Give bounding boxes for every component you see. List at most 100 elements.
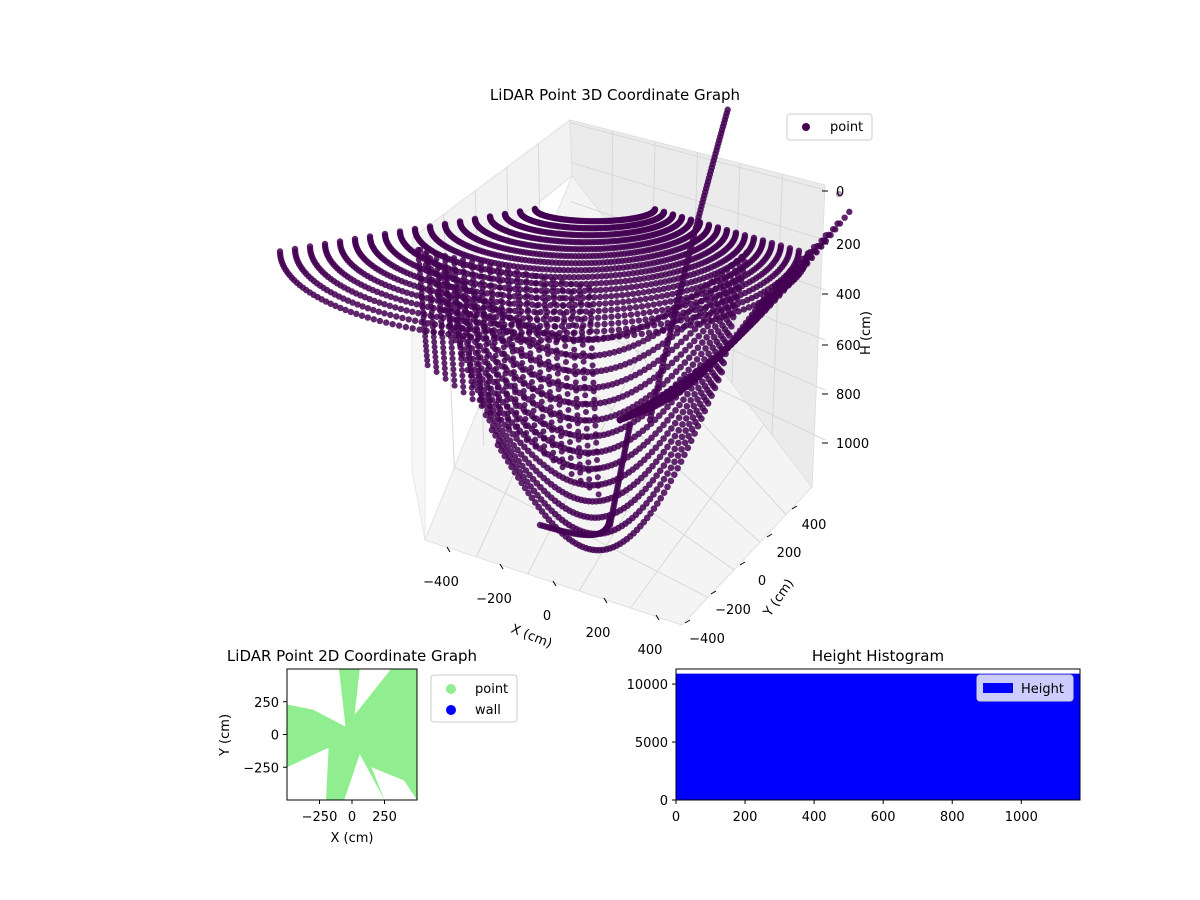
scan-point xyxy=(510,442,518,449)
scan-point xyxy=(432,349,438,355)
scan-point xyxy=(489,301,496,308)
scan-point xyxy=(421,328,428,335)
legend-hist-swatch xyxy=(983,683,1013,693)
scan-point xyxy=(498,304,505,311)
scan-point xyxy=(627,311,635,318)
scan-point xyxy=(534,310,540,316)
scan-point xyxy=(556,401,563,408)
scan-point xyxy=(504,410,511,417)
scan-point xyxy=(708,317,716,325)
scan-point xyxy=(552,316,558,322)
scan-point xyxy=(594,335,602,343)
scan-point xyxy=(562,343,569,349)
scan-point xyxy=(540,421,546,427)
scan-point xyxy=(559,456,566,463)
scan-point xyxy=(731,304,739,312)
scan-point xyxy=(649,462,656,470)
scan-point xyxy=(442,370,449,377)
y-tick-label: 10000 xyxy=(627,678,668,693)
scan-point xyxy=(475,349,481,355)
scan-trail xyxy=(577,283,593,491)
scan-point xyxy=(469,390,476,397)
scan-point xyxy=(645,467,653,474)
scan-point xyxy=(461,274,468,281)
scan-point xyxy=(486,417,493,424)
scan-point xyxy=(460,383,467,390)
scan-point xyxy=(516,304,522,310)
scan-point xyxy=(650,374,658,382)
scan-point xyxy=(520,381,527,387)
scan-point xyxy=(588,345,595,352)
scan-point xyxy=(718,368,726,376)
scan-point xyxy=(366,295,373,303)
scan-point xyxy=(442,258,449,265)
scan-point xyxy=(456,327,463,334)
scan-point xyxy=(684,297,691,304)
scan-point xyxy=(526,335,533,342)
scan-point xyxy=(514,283,521,289)
scan-point xyxy=(789,276,797,284)
scan-point xyxy=(646,308,654,316)
scan-point xyxy=(519,360,526,366)
scan-point xyxy=(411,317,419,324)
scan-point xyxy=(528,371,535,378)
scan-point xyxy=(563,375,570,381)
scan-point xyxy=(478,397,485,403)
scan-trail xyxy=(478,261,494,416)
scan-point xyxy=(657,481,664,488)
scan-point xyxy=(548,411,555,418)
scan-point xyxy=(602,286,610,293)
scan-point xyxy=(349,299,356,306)
scan-point xyxy=(719,347,727,354)
scan-point xyxy=(586,302,593,309)
legend-hist: Height xyxy=(976,674,1074,702)
scan-point xyxy=(581,375,588,382)
scan-point xyxy=(653,486,661,493)
scan-point xyxy=(408,290,416,298)
scan-point xyxy=(486,385,492,391)
scan-point xyxy=(509,341,516,348)
scan-point xyxy=(415,309,422,317)
scan-point xyxy=(739,267,747,275)
scan-point xyxy=(575,273,582,281)
scan-point xyxy=(682,427,689,434)
scan-point xyxy=(668,372,676,380)
scan-point xyxy=(495,397,502,404)
scan-point xyxy=(474,343,481,349)
scan-point xyxy=(464,320,471,327)
scan-point xyxy=(460,389,467,396)
scan-point xyxy=(459,367,465,373)
scan-point xyxy=(451,260,458,267)
scan-point xyxy=(466,344,472,350)
scan-point xyxy=(479,285,486,292)
scan-point xyxy=(579,333,586,340)
scan-point xyxy=(650,505,658,512)
scan-trail xyxy=(550,277,566,471)
scan-point xyxy=(671,458,678,466)
scan-point xyxy=(560,311,567,317)
scan-point xyxy=(426,284,433,290)
y-tick-label: 400 xyxy=(802,518,827,533)
scan-point xyxy=(532,287,539,294)
scan-point xyxy=(392,304,399,311)
scan-point xyxy=(597,286,604,294)
scan-point xyxy=(543,328,550,335)
scan-point xyxy=(449,355,456,362)
scan-point xyxy=(499,324,506,331)
scan-point xyxy=(431,339,438,345)
scan-trail xyxy=(486,213,686,246)
scan-point xyxy=(677,338,685,346)
scan-trail xyxy=(426,223,722,274)
scan-point xyxy=(425,269,432,275)
scan-point xyxy=(621,414,628,421)
scan-point xyxy=(664,310,671,317)
scan-point xyxy=(472,313,479,319)
scan-point xyxy=(664,363,671,371)
scan-point xyxy=(698,415,705,422)
scan-point xyxy=(585,451,591,457)
scan-point xyxy=(389,320,396,328)
scan-point xyxy=(591,405,598,412)
scan-point xyxy=(675,439,682,447)
legend-3d-marker-point xyxy=(802,123,810,131)
scan-point xyxy=(567,439,573,445)
